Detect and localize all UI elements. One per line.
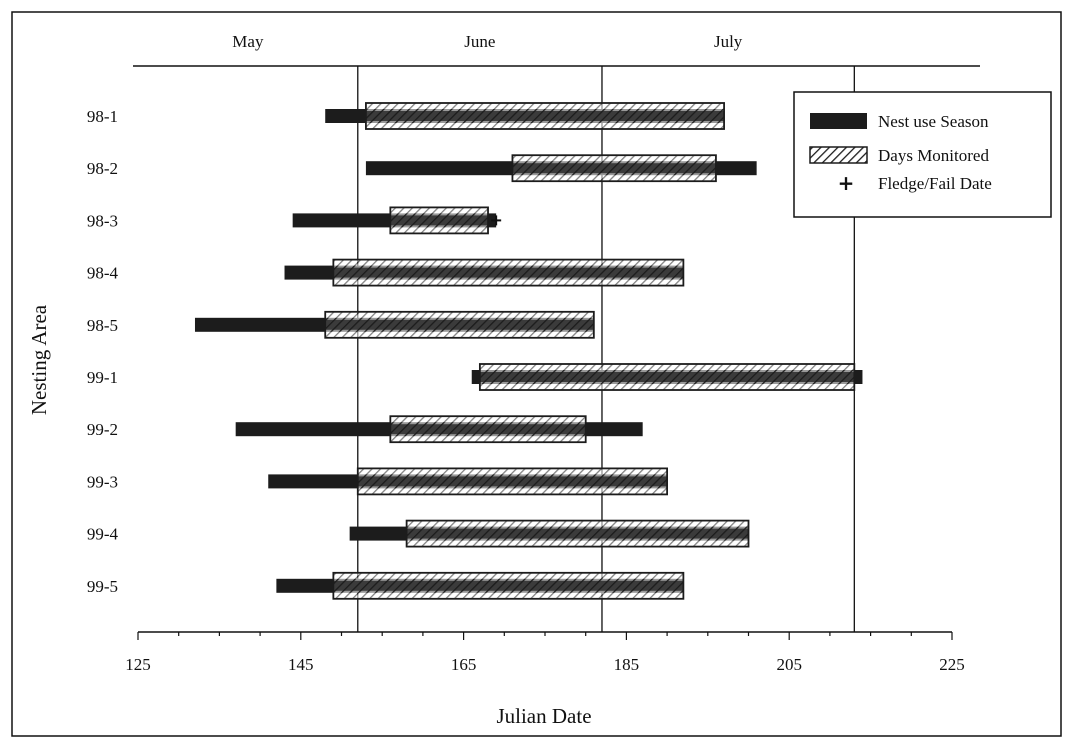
category-label: 98-3: [87, 211, 118, 230]
legend-marker-fledge: +: [838, 171, 855, 195]
y-axis-title: Nesting Area: [27, 304, 51, 415]
category-label: 99-5: [87, 577, 118, 596]
x-tick-label: 125: [125, 655, 151, 674]
nest-use-overlap: [390, 424, 586, 435]
category-label: 99-4: [87, 525, 119, 544]
category-label: 99-3: [87, 472, 118, 491]
month-label: July: [714, 32, 743, 51]
category-label: 98-2: [87, 159, 118, 178]
y-axis: 98-1 98-2 98-3 98-4 98-5 99-1 99-2 99-3 99-4 99-5: [87, 107, 119, 596]
month-label: May: [232, 32, 264, 51]
legend-swatch-days-monitored: [809, 146, 868, 164]
nest-use-overlap: [325, 319, 594, 330]
category-label: 98-4: [87, 264, 119, 283]
x-tick-label: 165: [451, 655, 477, 674]
x-tick-label: 225: [939, 655, 965, 674]
category-label: 99-2: [87, 420, 118, 439]
nest-use-overlap: [406, 528, 749, 539]
legend-label-fledge: Fledge/Fail Date: [878, 174, 992, 193]
plot-area: [194, 102, 863, 600]
x-axis-title: Julian Date: [496, 704, 591, 728]
nest-use-overlap: [390, 215, 489, 226]
category-label: 98-5: [87, 316, 118, 335]
nest-use-overlap: [479, 372, 855, 382]
x-tick-label: 145: [288, 655, 314, 674]
x-tick-label: 205: [776, 655, 802, 674]
nest-use-overlap: [357, 476, 668, 487]
x-axis: 125 145 165 185 205 225: [125, 631, 965, 674]
nest-use-overlap: [512, 163, 716, 174]
nest-use-overlap: [365, 111, 725, 121]
nest-use-overlap: [333, 580, 684, 591]
category-label: 99-1: [87, 368, 118, 387]
nest-use-overlap: [333, 267, 684, 278]
month-label: June: [464, 32, 495, 51]
legend-label-nest-use: Nest use Season: [878, 112, 989, 131]
legend-swatch-nest-use: [810, 113, 867, 129]
category-label: 98-1: [87, 107, 118, 126]
x-tick-label: 185: [614, 655, 640, 674]
legend: Nest use Season Days Monitored + Fledge/…: [793, 91, 1052, 218]
legend-label-days-monitored: Days Monitored: [878, 146, 989, 165]
